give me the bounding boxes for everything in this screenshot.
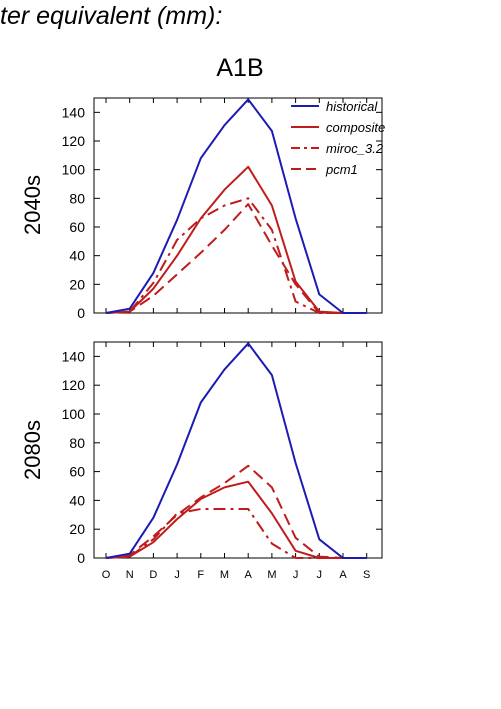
y-tick-label: 140 <box>62 104 86 120</box>
legend-label: historical <box>326 99 378 114</box>
series-line-historical <box>105 342 367 559</box>
legend-label: miroc_3.2 <box>326 141 384 156</box>
y-tick-label: 80 <box>69 435 85 451</box>
x-tick-label: J <box>174 569 180 581</box>
x-tick-label: O <box>102 569 111 581</box>
legend-label: composite <box>326 120 385 135</box>
x-tick-label: A <box>339 569 347 581</box>
y-tick-label: 0 <box>77 305 85 321</box>
x-tick-label: M <box>220 569 229 581</box>
y-tick-label: 120 <box>62 377 86 393</box>
x-tick-label: J <box>293 569 299 581</box>
y-tick-label: 40 <box>69 492 85 508</box>
series-line-historical <box>105 98 367 314</box>
y-tick-label: 60 <box>69 219 85 235</box>
x-tick-label: S <box>363 569 370 581</box>
scenario-title: A1B <box>216 54 264 82</box>
series-line-pcm1 <box>105 464 367 559</box>
y-tick-label: 60 <box>69 464 85 480</box>
y-tick-label: 100 <box>62 162 86 178</box>
series-line-pcm1 <box>105 203 367 314</box>
panel-label: 2080s <box>20 420 45 480</box>
x-tick-label: N <box>126 569 134 581</box>
y-tick-label: 120 <box>62 133 86 149</box>
y-tick-label: 0 <box>77 550 85 566</box>
legend-label: pcm1 <box>325 162 358 177</box>
series-line-miroc-3-2 <box>105 197 367 314</box>
plot-frame <box>93 97 383 314</box>
page-title: ter equivalent (mm): <box>0 2 223 30</box>
panel-label: 2040s <box>20 175 45 235</box>
y-tick-label: 100 <box>62 406 86 422</box>
series-line-miroc-3-2 <box>105 508 367 559</box>
y-tick-label: 20 <box>69 276 85 292</box>
plot-frame <box>93 341 383 559</box>
y-tick-label: 80 <box>69 190 85 206</box>
x-tick-label: J <box>317 569 323 581</box>
x-tick-label: M <box>267 569 276 581</box>
x-tick-label: D <box>149 569 157 581</box>
series-line-composite <box>105 165 367 314</box>
x-tick-label: A <box>245 569 253 581</box>
y-tick-label: 140 <box>62 348 86 364</box>
y-tick-label: 40 <box>69 248 85 264</box>
y-tick-label: 20 <box>69 521 85 537</box>
series-line-composite <box>105 480 367 559</box>
x-tick-label: F <box>197 569 204 581</box>
